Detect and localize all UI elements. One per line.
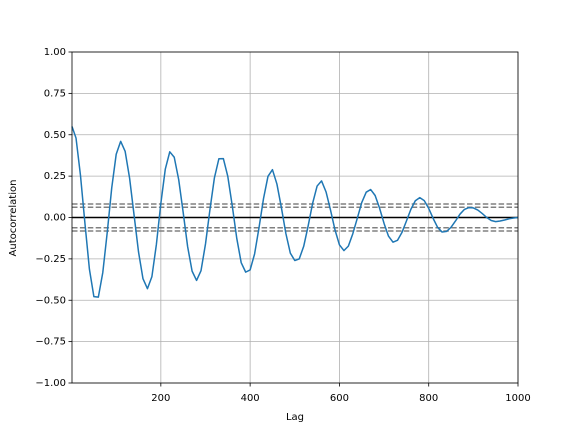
y-tick-label: −0.75 bbox=[35, 337, 66, 348]
y-tick-label: 0.25 bbox=[44, 171, 66, 182]
x-tick-label: 600 bbox=[330, 393, 349, 404]
y-tick-label: −0.25 bbox=[35, 254, 66, 265]
y-tick-label: −1.00 bbox=[35, 378, 66, 389]
y-tick-label: −0.50 bbox=[35, 295, 66, 306]
x-tick-label: 200 bbox=[151, 393, 170, 404]
y-tick-label: 1.00 bbox=[44, 47, 66, 58]
x-tick-label: 1000 bbox=[505, 393, 530, 404]
y-tick-label: 0.75 bbox=[44, 88, 66, 99]
plot-frame bbox=[71, 51, 519, 384]
y-axis-label: Autocorrelation bbox=[8, 180, 19, 257]
y-tick-label: 0.00 bbox=[44, 213, 66, 224]
data-line bbox=[71, 126, 519, 298]
x-tick-label: 800 bbox=[419, 393, 438, 404]
y-tick-label: 0.50 bbox=[44, 130, 66, 141]
x-tick-label: 400 bbox=[241, 393, 260, 404]
x-axis-label: Lag bbox=[286, 412, 304, 423]
